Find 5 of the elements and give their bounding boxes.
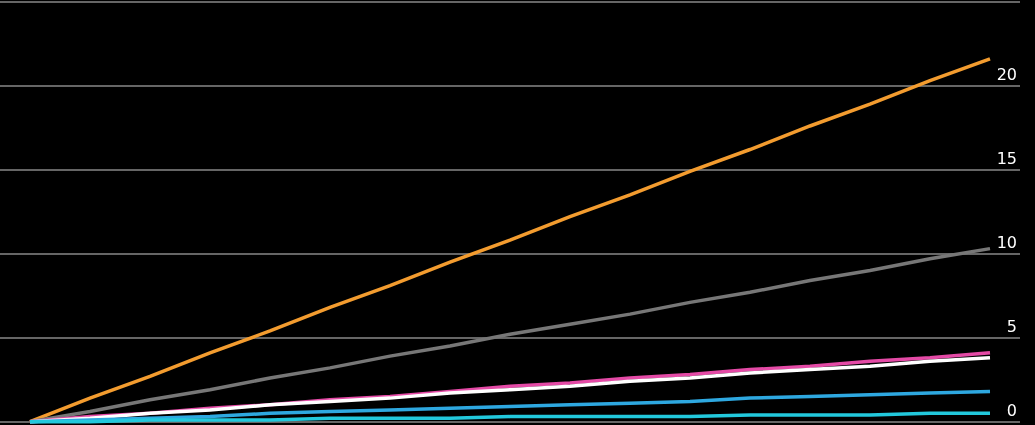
y-tick-label: 20 [996,65,1017,85]
y-tick-label: 15 [996,149,1017,169]
y-tick-label: 0 [1006,401,1017,421]
y-tick-label: 10 [996,233,1017,253]
y-tick-label: 5 [1006,317,1017,337]
